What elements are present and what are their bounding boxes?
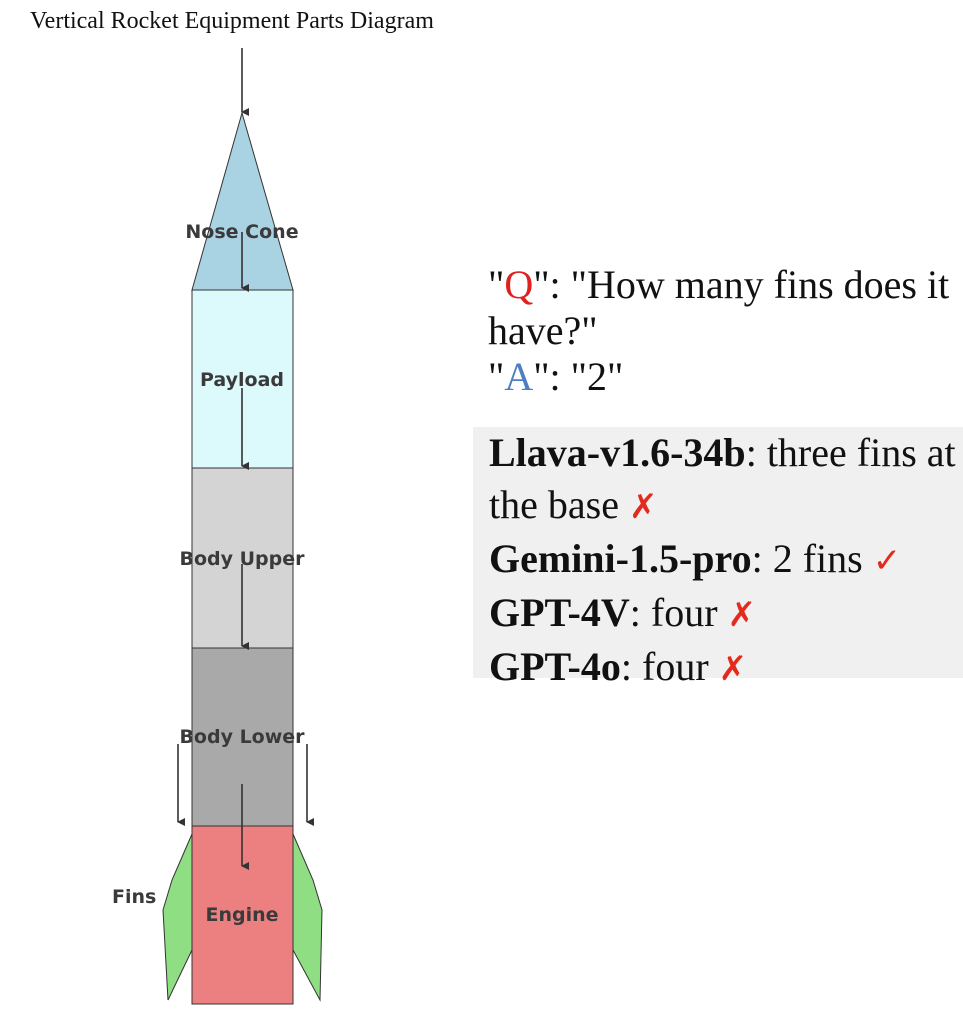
label-body-upper: Body Upper [179,548,305,570]
correct-mark-icon: ✓ [872,541,902,581]
left-fin [162,833,193,1001]
right-fin [292,833,323,1002]
model-answers-panel: Llava-v1.6-34b: three fins at the base ✗… [473,427,963,689]
model-answer-llava: Llava-v1.6-34b: three fins at the base ✗ [489,430,956,527]
wrong-mark-icon: ✗ [727,595,757,635]
model-answer-gpt4v: GPT-4V: four ✗ [489,590,757,635]
page-title: Vertical Rocket Equipment Parts Diagram [30,8,434,34]
q-letter: Q [504,262,534,307]
a-letter: A [504,354,534,399]
question-line: "Q": "How many fins does it have?" [488,262,950,353]
model-name: Gemini-1.5-pro [489,536,752,581]
label-fins: Fins [112,886,156,908]
model-answer-text: four [642,644,719,689]
label-engine: Engine [205,904,278,926]
model-answer-gemini: Gemini-1.5-pro: 2 fins ✓ [489,536,902,581]
answer-line: "A": "2" [488,354,624,399]
model-answer-text: 2 fins [772,536,873,581]
model-answer-text: four [650,590,728,635]
label-payload: Payload [200,369,284,391]
question-answer-block: "Q": "How many fins does it have?" "A": … [488,262,958,400]
rocket-diagram: Nose Cone Payload Body Upper Body Lower … [112,48,323,1005]
wrong-mark-icon: ✗ [718,649,748,689]
label-body-lower: Body Lower [179,726,305,748]
model-answer-text: three fins at the base [489,430,956,527]
model-name: GPT-4V [489,590,630,635]
model-name: Llava-v1.6-34b [489,430,746,475]
label-nose-cone: Nose Cone [185,221,298,243]
model-answer-gpt4o: GPT-4o: four ✗ [489,644,748,689]
model-name: GPT-4o [489,644,621,689]
wrong-mark-icon: ✗ [628,487,658,527]
